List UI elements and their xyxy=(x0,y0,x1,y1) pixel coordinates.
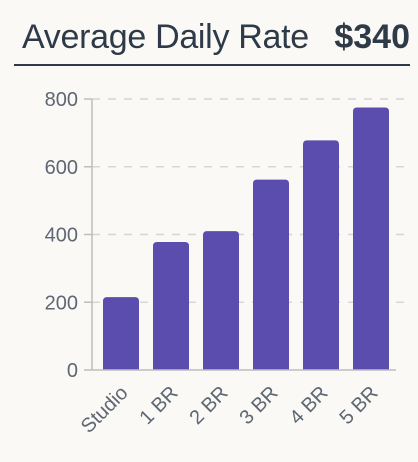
x-tick-label: 2 BR xyxy=(186,382,233,429)
y-tick-label: 600 xyxy=(45,157,78,179)
bar-2-br xyxy=(203,231,239,370)
x-tick-label: 5 BR xyxy=(336,382,383,429)
grid-lines xyxy=(92,98,404,303)
bar-5-br xyxy=(353,107,389,370)
y-tick-label: 0 xyxy=(67,360,78,382)
x-tick-label: 4 BR xyxy=(286,382,333,429)
bar-studio xyxy=(103,297,139,370)
y-tick-label: 400 xyxy=(45,225,78,247)
y-tick-label: 800 xyxy=(45,89,78,111)
y-tick-label: 200 xyxy=(45,292,78,314)
x-tick-label: 1 BR xyxy=(136,382,183,429)
x-axis: Studio 1 BR 2 BR 3 BR 4 BR 5 BR xyxy=(77,369,396,438)
headline-value: $340 xyxy=(334,18,410,56)
x-tick-label: Studio xyxy=(77,382,133,438)
bar-1-br xyxy=(153,241,189,370)
chart-title: Average Daily Rate xyxy=(22,18,309,56)
bar-4-br xyxy=(303,140,339,370)
chart-header: Average Daily Rate $340 xyxy=(14,12,410,66)
bar-3-br xyxy=(253,179,289,370)
y-axis: 0 200 400 600 800 xyxy=(45,89,93,382)
bars xyxy=(103,107,389,370)
x-tick-label: 3 BR xyxy=(236,382,283,429)
